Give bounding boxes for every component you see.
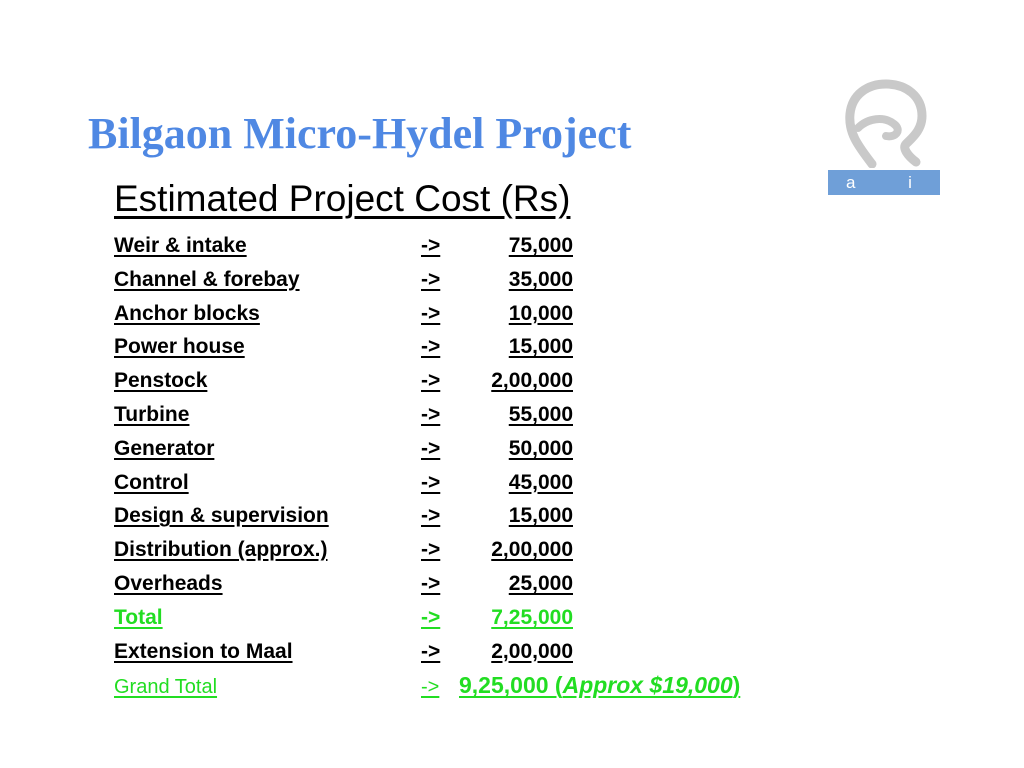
cost-item: Power house — [114, 335, 245, 359]
cost-row-anchor-blocks: Anchor blocks -> 10,000 — [114, 300, 740, 334]
slide-subtitle: Estimated Project Cost (Rs) — [114, 178, 571, 219]
cost-row-extension-maal: Extension to Maal -> 2,00,000 — [114, 638, 740, 672]
cost-row-penstock: Penstock -> 2,00,000 — [114, 367, 740, 401]
cost-item: Control — [114, 470, 189, 494]
cost-row-generator: Generator -> 50,000 — [114, 435, 740, 469]
grand-total-value: 9,25,000 ( — [459, 672, 563, 699]
grand-total-amount: 9,25,000 (Approx $19,000) — [459, 671, 740, 699]
grand-total-arrow: -> — [421, 676, 440, 699]
cost-arrow: -> — [421, 436, 441, 460]
aid-logo-text: a i d — [828, 170, 940, 195]
cost-amount: 10,000 — [508, 301, 573, 325]
cost-arrow: -> — [421, 639, 441, 663]
cost-item: Weir & intake — [114, 234, 247, 257]
cost-amount: 15,000 — [508, 504, 573, 528]
cost-row-weir-intake: Weir & intake -> 75,000 — [114, 232, 740, 266]
cost-amount: 2,00,000 — [491, 538, 573, 562]
cost-item: Design & supervision — [114, 504, 329, 528]
cost-amount: 25,000 — [508, 571, 573, 595]
cost-row-overheads: Overheads -> 25,000 — [114, 570, 740, 604]
cost-row-grand-total: Grand Total -> 9,25,000 (Approx $19,000) — [114, 671, 740, 711]
cost-row-control: Control -> 45,000 — [114, 469, 740, 503]
cost-row-turbine: Turbine -> 55,000 — [114, 401, 740, 435]
cost-item: Overheads — [114, 571, 223, 595]
cost-amount: 7,25,000 — [491, 605, 573, 629]
cost-row-power-house: Power house -> 15,000 — [114, 333, 740, 367]
slide-title: Bilgaon Micro-Hydel Project — [88, 109, 632, 158]
cost-item: Extension to Maal — [114, 639, 293, 663]
cost-amount: 35,000 — [508, 267, 573, 291]
cost-item: Turbine — [114, 402, 190, 426]
cost-arrow: -> — [421, 470, 441, 494]
aid-logo: a i d — [828, 78, 942, 196]
cost-item: Channel & forebay — [114, 267, 300, 291]
cost-amount: 2,00,000 — [491, 369, 573, 393]
cost-row-channel-forebay: Channel & forebay -> 35,000 — [114, 266, 740, 300]
cost-amount: 45,000 — [508, 470, 573, 494]
cost-row-design-supervision: Design & supervision -> 15,000 — [114, 502, 740, 536]
cost-item: Penstock — [114, 369, 208, 393]
cost-list: Weir & intake -> 75,000 Channel & foreba… — [114, 232, 740, 711]
cost-amount: 15,000 — [508, 335, 573, 359]
cost-row-total: Total -> 7,25,000 — [114, 604, 740, 638]
cost-arrow: -> — [421, 369, 441, 393]
cost-item: Total — [114, 605, 163, 629]
cost-amount: 2,00,000 — [491, 639, 573, 663]
cost-arrow: -> — [421, 504, 441, 528]
grand-total-label: Grand Total — [114, 676, 218, 699]
cost-arrow: -> — [421, 571, 441, 595]
aid-logo-icon — [845, 79, 927, 168]
cost-arrow: -> — [421, 605, 441, 629]
cost-arrow: -> — [421, 402, 441, 426]
cost-item: Generator — [114, 436, 215, 460]
cost-arrow: -> — [421, 335, 441, 359]
cost-amount: 50,000 — [508, 436, 573, 460]
cost-arrow: -> — [421, 234, 441, 257]
cost-arrow: -> — [421, 301, 441, 325]
grand-total-close-paren: ) — [732, 672, 741, 699]
cost-arrow: -> — [421, 267, 441, 291]
cost-item: Anchor blocks — [114, 301, 260, 325]
cost-item: Distribution (approx.) — [114, 538, 328, 562]
cost-amount: 75,000 — [508, 234, 573, 257]
cost-amount: 55,000 — [508, 402, 573, 426]
cost-arrow: -> — [421, 538, 441, 562]
cost-row-distribution: Distribution (approx.) -> 2,00,000 — [114, 536, 740, 570]
grand-total-usd-note: Approx $19,000 — [562, 672, 733, 699]
